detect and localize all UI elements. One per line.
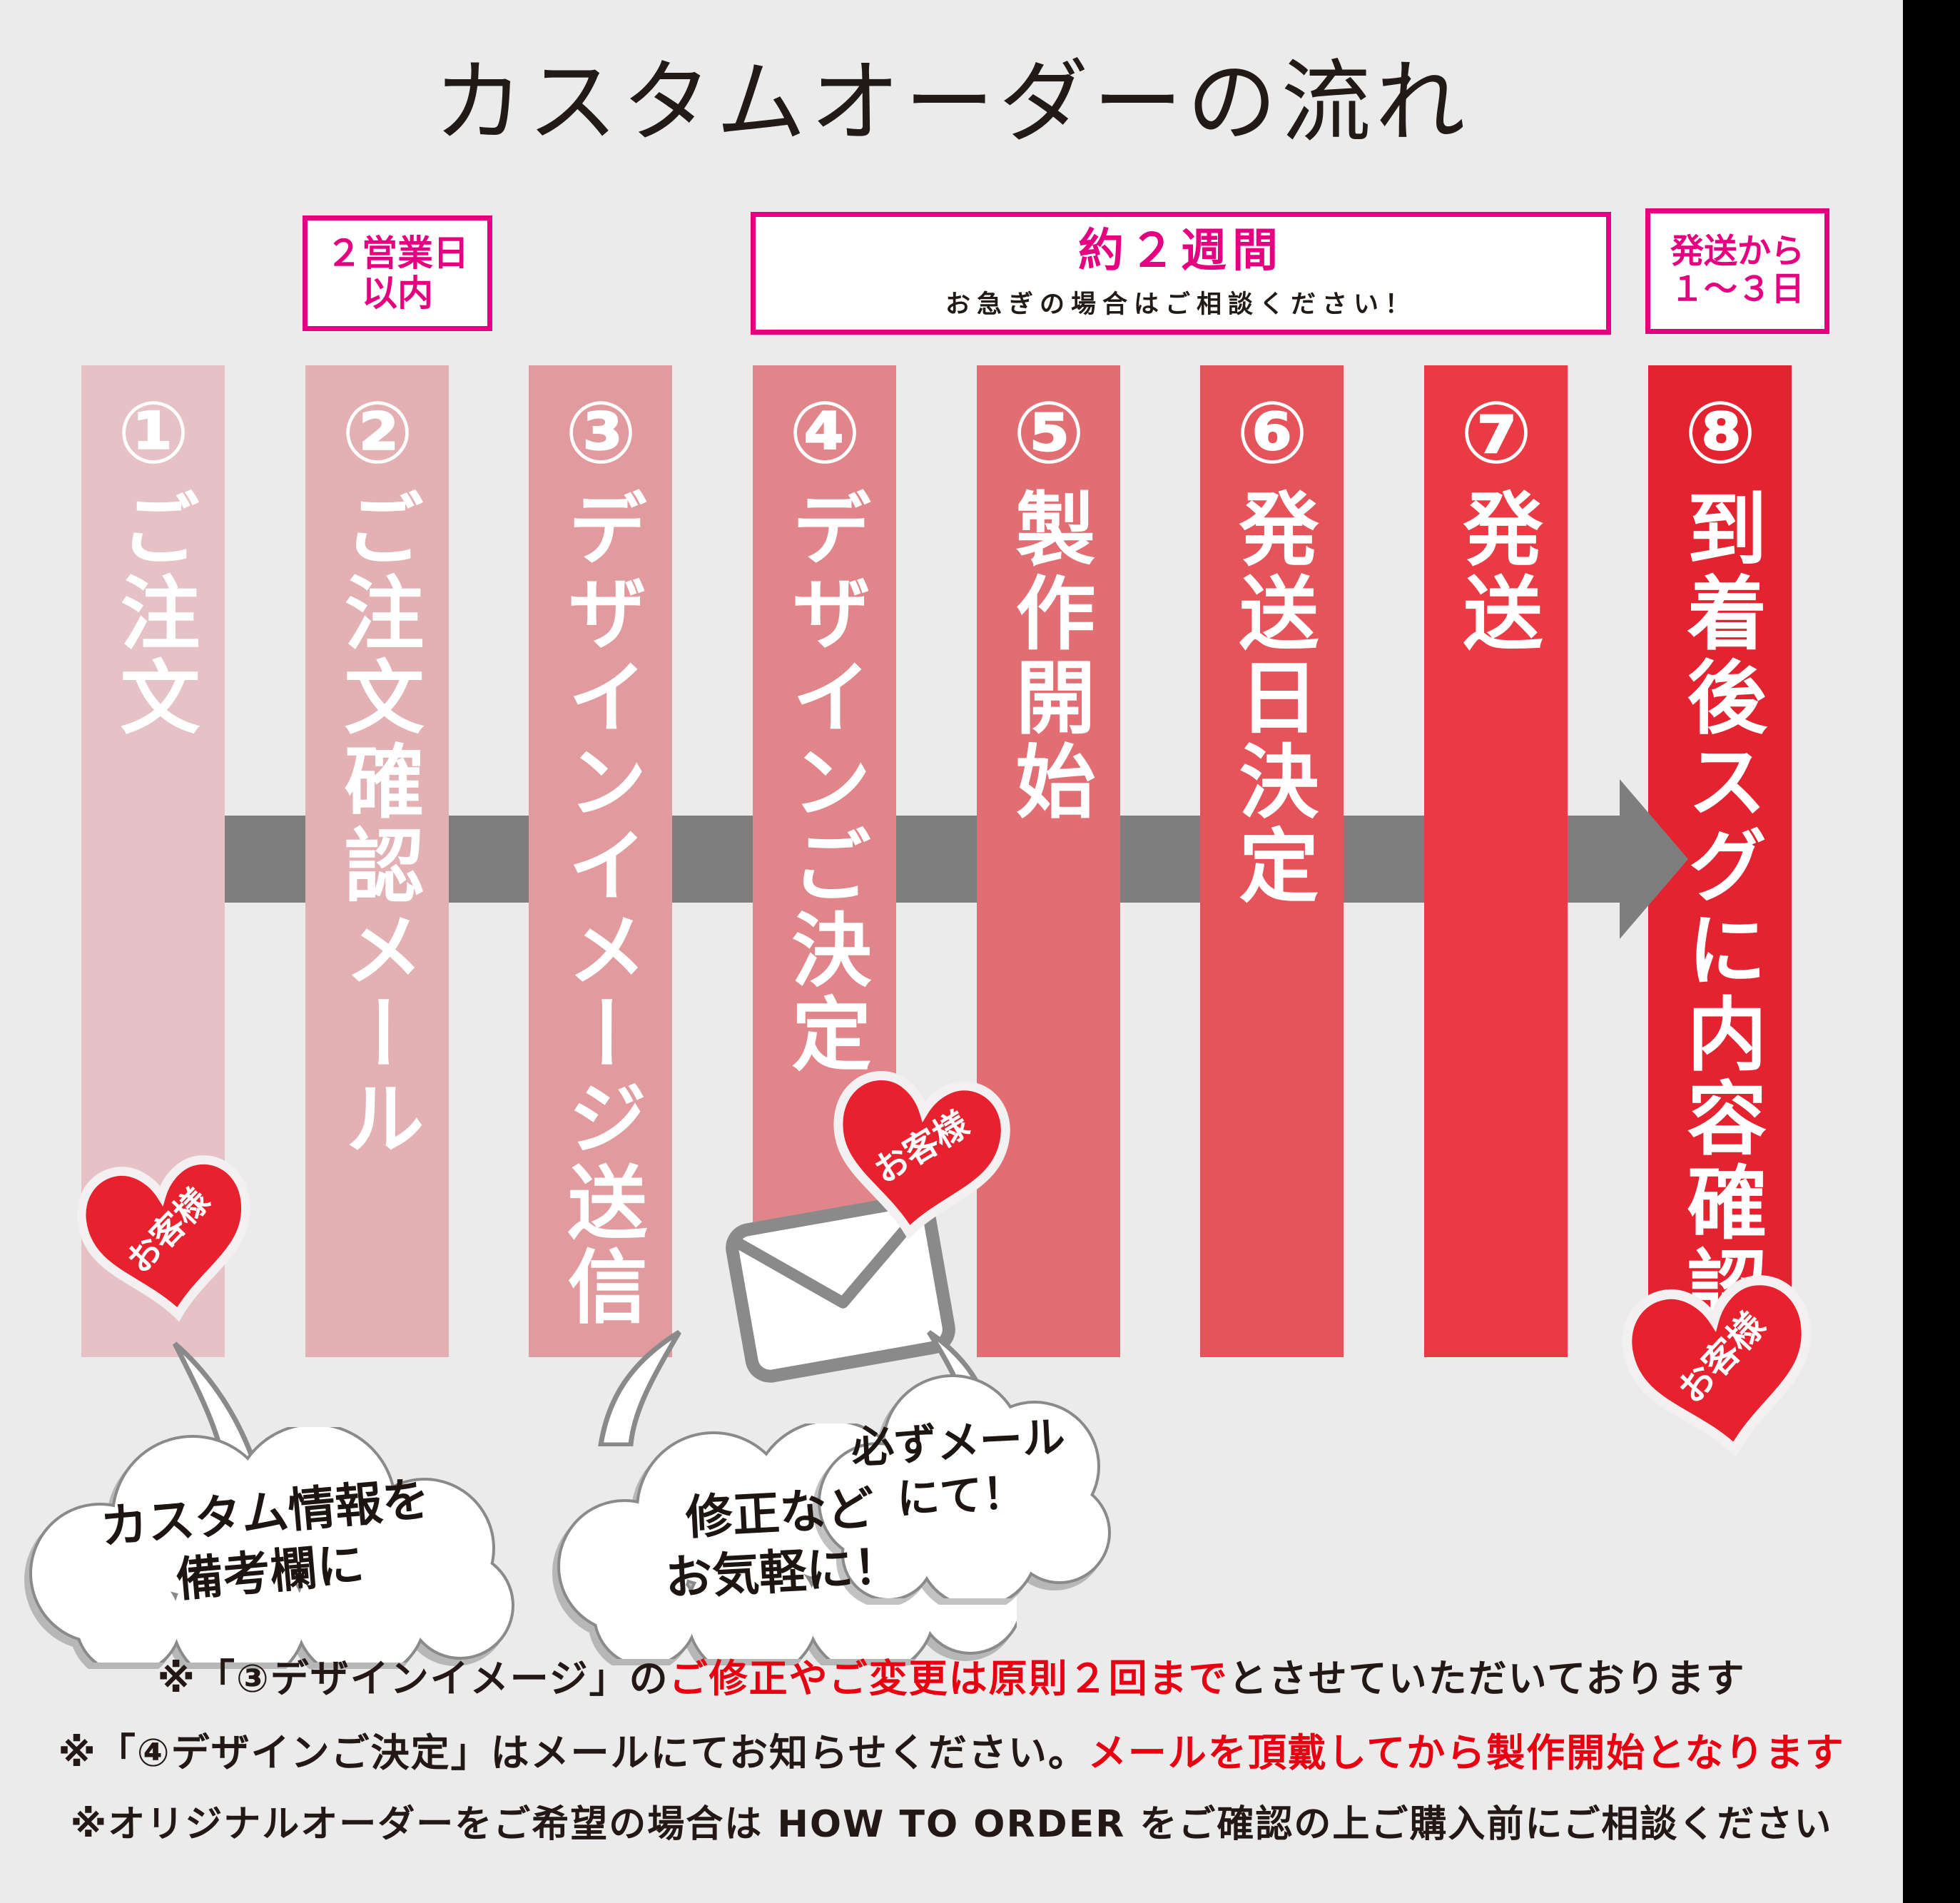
step-bar-6: ⑥発送日決定 <box>1200 365 1344 1357</box>
timeline-label-text: 発送から １〜３日 <box>1670 232 1804 309</box>
step-label: 到着後スグに内容確認 <box>1673 487 1767 1329</box>
step-number: ⑧ <box>1670 384 1770 487</box>
timeline-label-text: ２営業日 以内 <box>326 233 469 314</box>
step-number: ⑥ <box>1222 384 1322 487</box>
footnote-1: ※「③デザインイメージ」のご修正やご変更は原則２回までとさせていただいております <box>157 1656 1746 1701</box>
step-bar-3: ③デザインイメージ送信 <box>529 365 672 1357</box>
timeline-label-after-shipping: 発送から １〜３日 <box>1645 208 1829 334</box>
step-label: 製作開始 <box>1002 487 1095 824</box>
step-number: ① <box>103 384 203 487</box>
step-number: ④ <box>775 384 875 487</box>
customer-heart-icon: お客様 <box>821 1062 1015 1252</box>
timeline-label-subtitle: お急ぎの場合はご相談ください！ <box>945 290 1416 320</box>
step-number: ② <box>327 384 427 487</box>
step-label: 発送 <box>1449 487 1543 656</box>
step-label: デザインご決定 <box>778 487 871 1077</box>
step-label: ご注文 <box>106 487 200 740</box>
timeline-label-about-2-weeks: 約２週間 お急ぎの場合はご相談ください！ <box>751 212 1611 335</box>
footnote-3: ※オリジナルオーダーをご希望の場合は HOW TO ORDER をご確認の上ご購… <box>70 1803 1833 1846</box>
step-bar-2: ②ご注文確認メール <box>305 365 449 1357</box>
timeline-label-within-2-days: ２営業日 以内 <box>303 215 492 331</box>
right-black-band <box>1903 0 1960 1903</box>
step-bar-5: ⑤製作開始 <box>977 365 1120 1357</box>
timeline-label-text: 約２週間 <box>1078 224 1284 278</box>
customer-heart-icon: お客様 <box>1615 1265 1828 1472</box>
step-label: ご注文確認メール <box>330 487 424 1161</box>
flow-arrow-head-icon <box>1620 779 1688 939</box>
step-number: ⑦ <box>1446 384 1546 487</box>
step-label: 発送日決定 <box>1225 487 1319 908</box>
bubble-tail <box>598 1330 682 1446</box>
step-label: デザインイメージ送信 <box>554 487 647 1329</box>
step-number: ⑤ <box>999 384 1099 487</box>
envelope-icon <box>721 1190 960 1388</box>
page-title: カスタムオーダーの流れ <box>433 50 1470 155</box>
bubble-note-by-mail: 必ずメール にて！ <box>850 1412 1067 1525</box>
step-bar-7: ⑦発送 <box>1424 365 1568 1357</box>
customer-heart-icon: お客様 <box>71 1146 264 1334</box>
step-number: ③ <box>551 384 651 487</box>
footnote-2: ※「④デザインご決定」はメールにてお知らせください。メールを頂戴してから製作開始… <box>58 1730 1845 1775</box>
